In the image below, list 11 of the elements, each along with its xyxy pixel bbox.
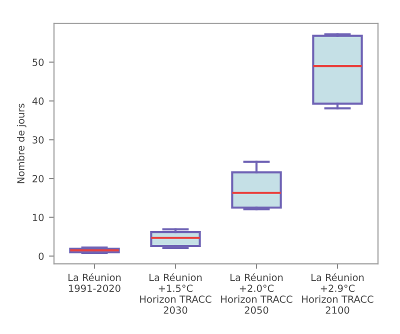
x-tick-label: La Réunion 1991-2020 — [68, 273, 121, 292]
y-tick-label: 50 — [32, 58, 44, 66]
y-tick-label: 0 — [38, 252, 44, 260]
y-tick-label: 40 — [32, 97, 44, 105]
x-tick-label: La Réunion +2.9°C Horizon TRACC 2100 — [302, 273, 374, 314]
x-tick-label: La Réunion +2.0°C Horizon TRACC 2050 — [221, 273, 292, 314]
y-axis-title: Nombre de jours — [16, 104, 26, 184]
x-tick-label: La Réunion +1.5°C Horizon TRACC 2030 — [140, 273, 212, 314]
y-tick-label: 20 — [32, 175, 44, 182]
y-tick-label: 30 — [32, 136, 44, 144]
y-tick-label: 10 — [32, 214, 44, 222]
